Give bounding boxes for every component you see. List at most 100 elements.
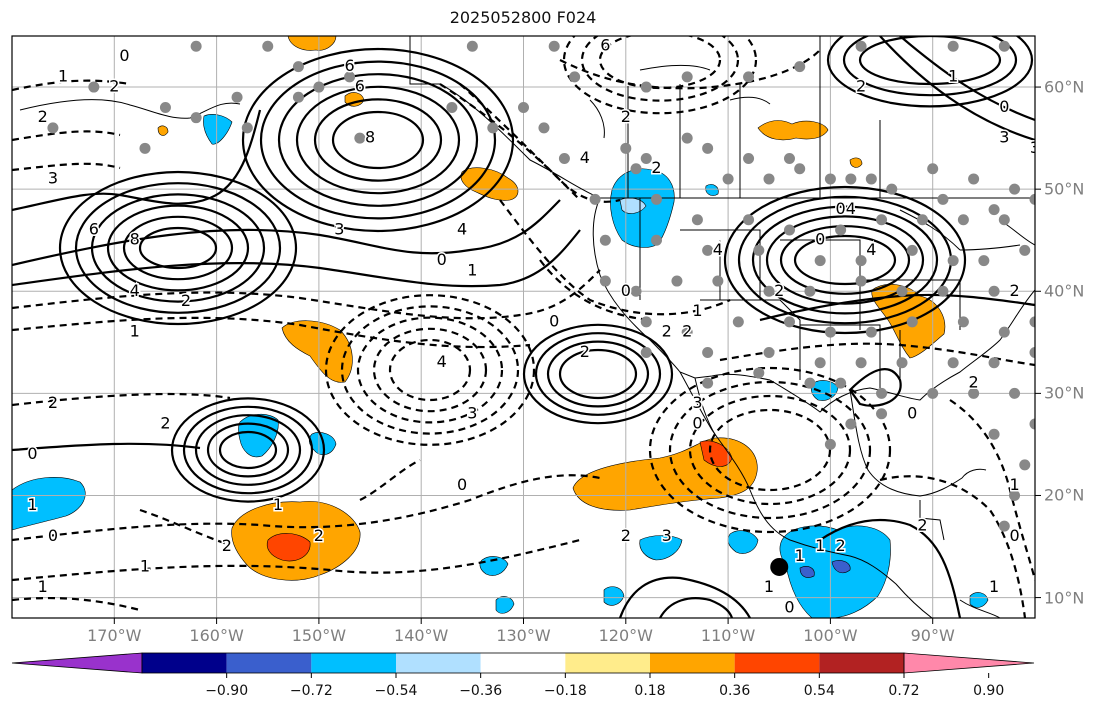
anomaly-region-20 (495, 596, 515, 614)
station-marker (1009, 489, 1021, 501)
station-marker (599, 275, 611, 287)
station-marker (671, 275, 683, 287)
contour-label: 0 (1009, 526, 1019, 545)
station-marker (865, 173, 877, 185)
station-marker (313, 81, 325, 93)
contour-label: 4 (713, 240, 723, 259)
contour-label: 3 (48, 168, 58, 187)
station-marker (344, 71, 356, 83)
station-marker (968, 173, 980, 185)
location-marker-dot (770, 557, 789, 576)
contour-label: 2 (836, 536, 846, 555)
station-marker (558, 153, 570, 165)
colorbar-extend-high (903, 652, 1035, 674)
colorbar-tick-label: 0.18 (634, 683, 666, 699)
contour-low-west-5 (58, 170, 298, 326)
contour-label: 4 (580, 148, 590, 167)
station-marker (835, 377, 847, 389)
border-6 (849, 389, 987, 497)
station-marker (518, 101, 529, 113)
station-marker (998, 40, 1010, 52)
station-marker (630, 285, 642, 297)
station-marker (988, 357, 1000, 369)
station-marker (763, 173, 775, 185)
contour-label: 0 (549, 311, 559, 330)
colorbar-segment (142, 653, 227, 673)
border-22 (899, 209, 961, 251)
anomaly-region-27 (831, 560, 851, 574)
station-marker (763, 347, 775, 359)
station-marker (548, 40, 560, 52)
station-marker (190, 40, 202, 52)
anomaly-region-25 (849, 157, 863, 168)
colorbar-segment (311, 653, 396, 673)
contour-label: 2 (181, 291, 191, 310)
contour-label: 1 (815, 536, 825, 555)
contour-high-hawaii-2 (194, 414, 302, 486)
contour-label: 1 (273, 495, 283, 514)
contour-high-plains-0 (793, 234, 897, 286)
station-marker (906, 244, 918, 256)
border-19 (800, 324, 881, 388)
station-marker (589, 193, 601, 205)
political-borders (19, 36, 1035, 618)
lon-label: 90°W (910, 626, 955, 645)
station-marker (1009, 183, 1021, 195)
anomaly-region-17 (639, 535, 683, 561)
station-marker (855, 275, 867, 287)
station-marker (804, 377, 816, 389)
colorbar (11, 652, 1035, 678)
border-24 (589, 99, 605, 139)
contour-line-5 (12, 442, 201, 452)
border-21 (959, 244, 1021, 251)
station-marker (937, 193, 949, 205)
station-marker (927, 163, 939, 175)
contour-high-plains-3 (751, 205, 939, 315)
station-marker (1019, 244, 1031, 256)
station-marker (650, 193, 662, 205)
station-marker (47, 122, 59, 134)
contour-label: 3 (692, 393, 702, 412)
border-7 (919, 500, 945, 541)
station-marker (824, 173, 836, 185)
contour-label: 4 (457, 220, 467, 239)
contour-low-west-1 (122, 215, 234, 281)
station-marker (896, 357, 908, 369)
contour-low-pacific-1 (372, 327, 488, 413)
anomaly-region-8 (287, 36, 337, 51)
contour-label: 3 (467, 403, 477, 422)
contour-label: 1 (27, 495, 37, 514)
contour-label: 2 (580, 342, 590, 361)
contour-label: 1 (692, 301, 702, 320)
contour-label: 0 (48, 526, 58, 545)
contour-label: 3 (334, 220, 344, 239)
lat-label: 10°N (1044, 588, 1085, 608)
contour-label: 6 (600, 36, 610, 55)
colorbar-segment (396, 653, 481, 673)
station-marker (681, 71, 693, 83)
contour-label: 4 (846, 199, 856, 218)
station-marker (466, 40, 478, 52)
contour-label: 6 (355, 77, 365, 96)
station-marker (743, 71, 755, 83)
contour-line-27 (359, 459, 421, 501)
border-23 (19, 99, 241, 119)
contour-label: 2 (222, 536, 232, 555)
contour-low-west-3 (90, 193, 266, 303)
contour-line-13 (539, 259, 651, 322)
contour-label: 0 (692, 414, 702, 433)
contour-line-12 (499, 199, 731, 316)
contour-line-18 (659, 597, 734, 618)
anomaly-region-19 (603, 586, 625, 606)
contour-high-gulf-2 (295, 85, 461, 195)
contour-line-26 (139, 508, 231, 547)
contour-label: 0 (119, 46, 129, 65)
contour-label: 1 (467, 260, 477, 279)
station-marker (855, 357, 867, 369)
station-marker (753, 367, 765, 379)
contour-label: 1 (795, 546, 805, 565)
lat-lon-grid (12, 36, 1035, 618)
location-marker (770, 557, 789, 576)
station-marker (640, 153, 652, 165)
